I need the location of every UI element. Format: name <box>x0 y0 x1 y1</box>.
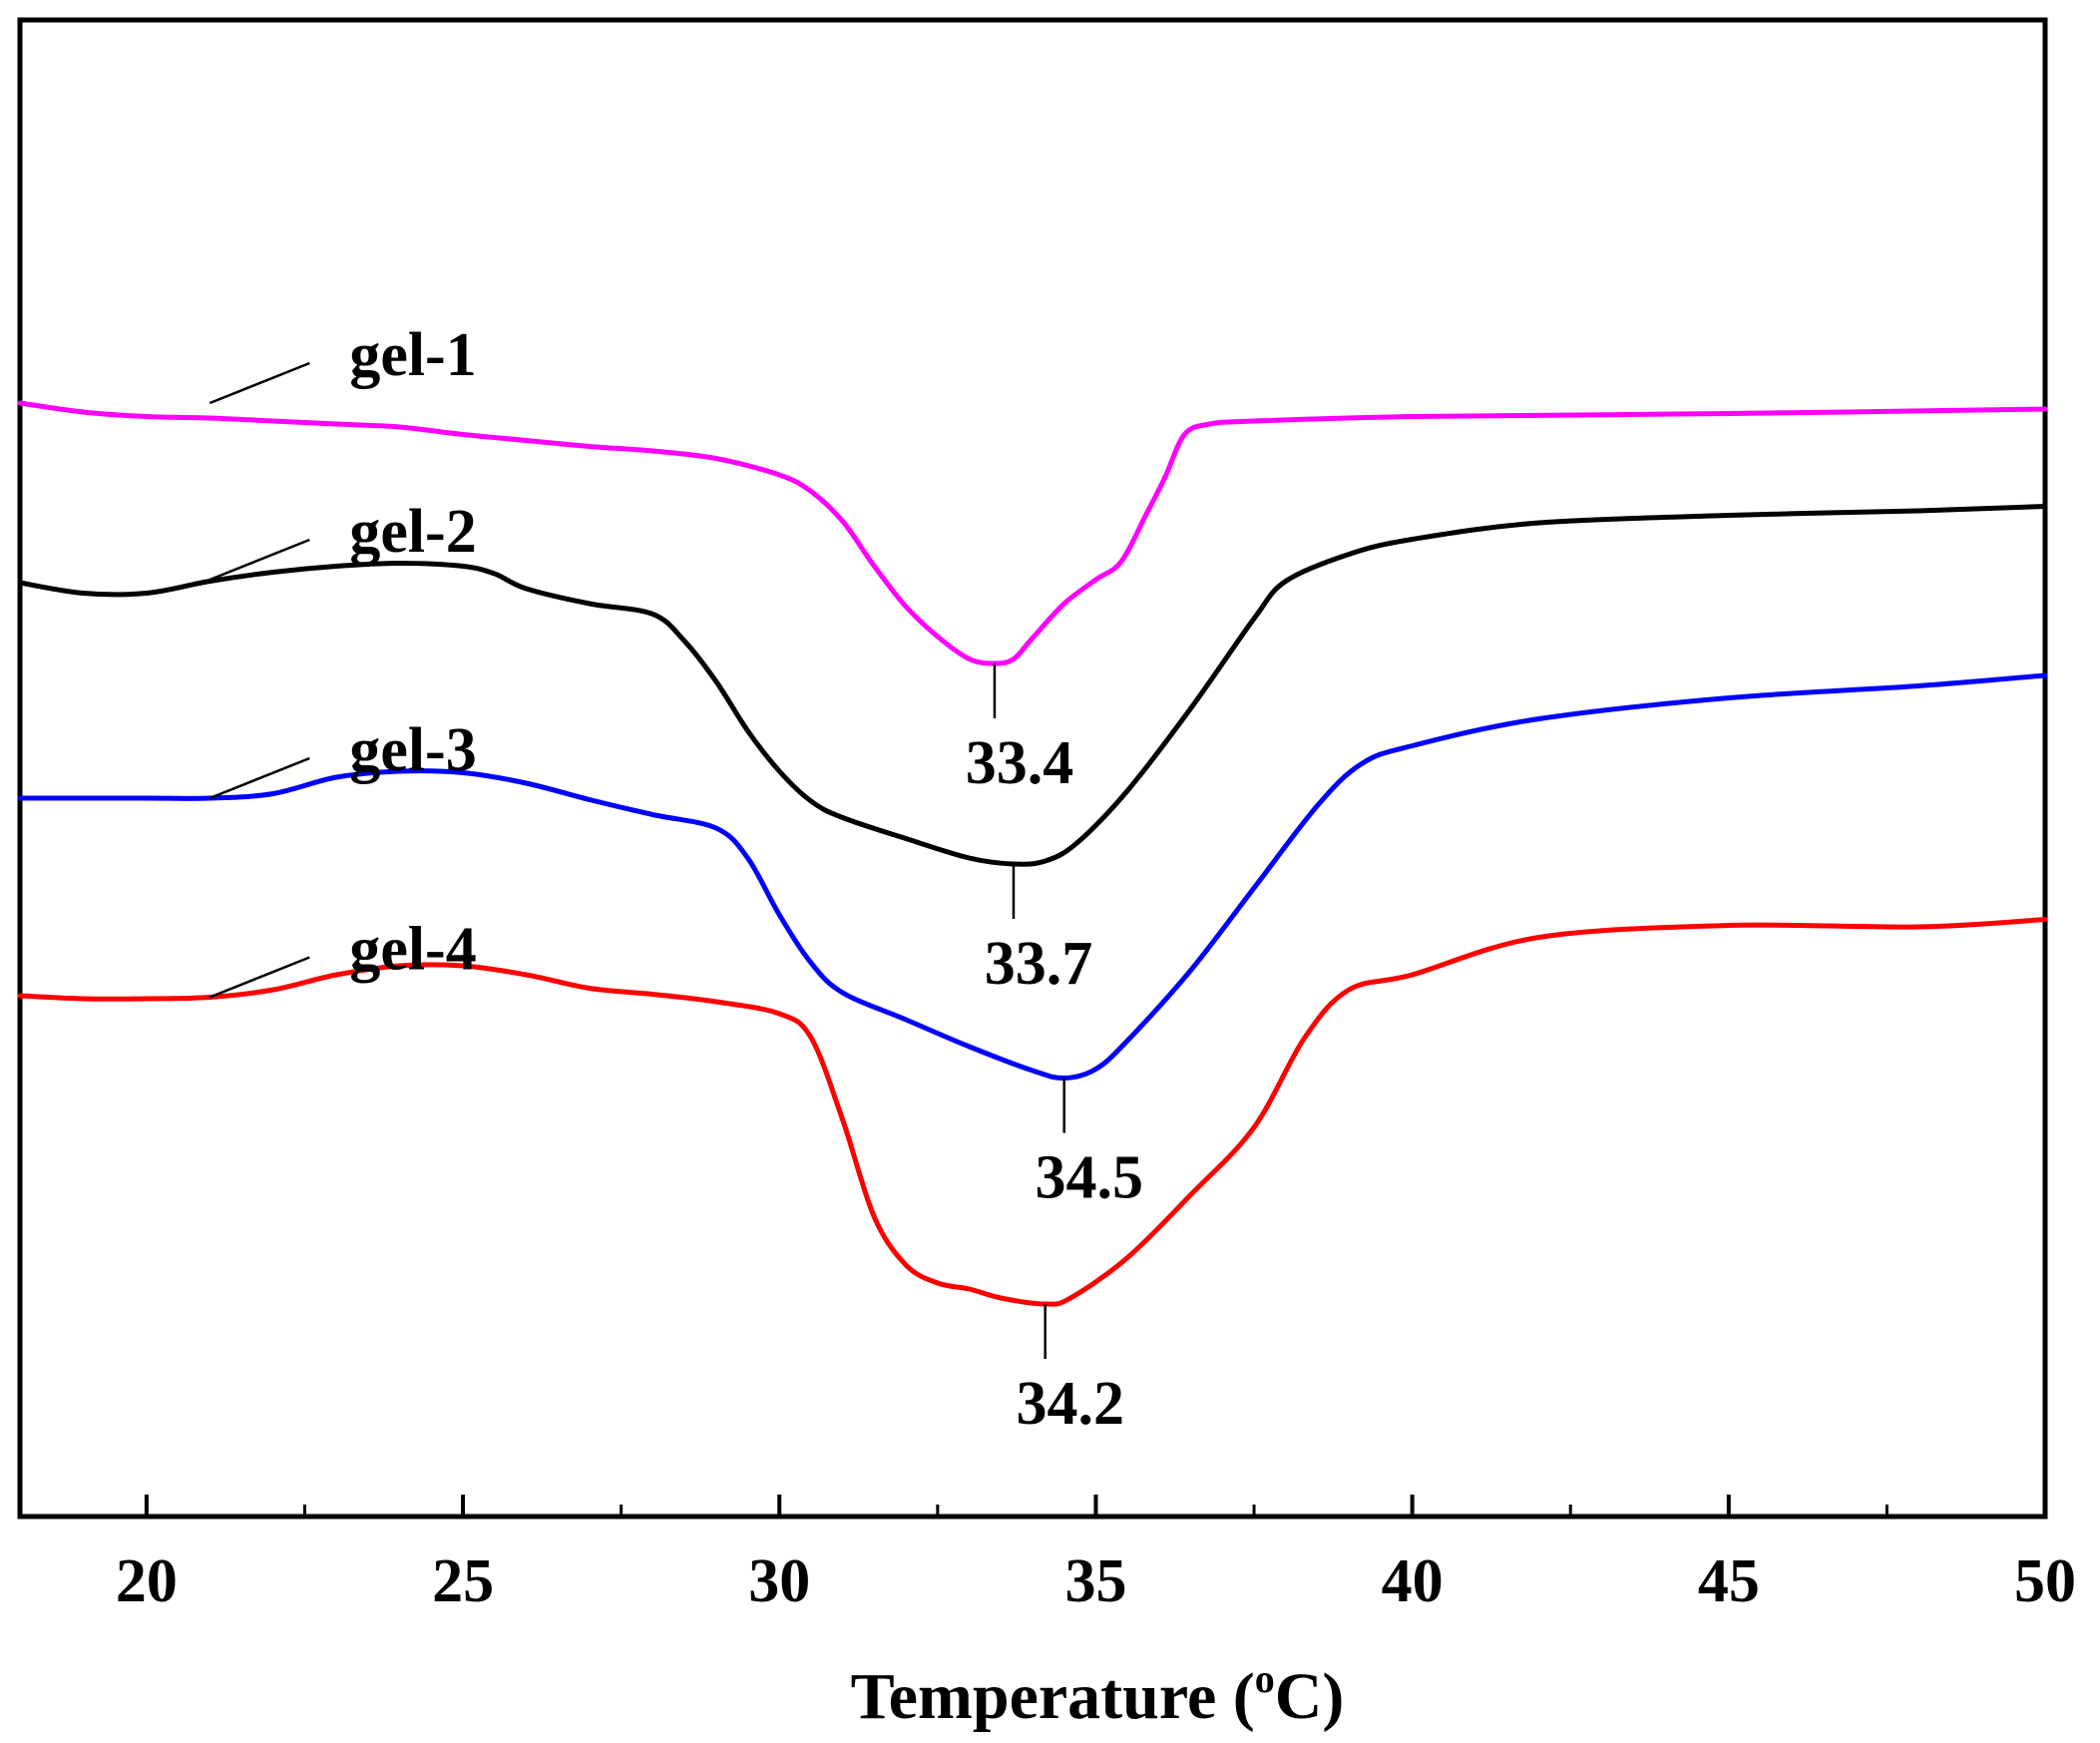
x-tick-label: 50 <box>2014 1547 2076 1615</box>
x-tick-label: 35 <box>1064 1547 1126 1615</box>
gel-2-peak-label: 33.7 <box>985 930 1093 998</box>
gel-3-curve <box>17 672 2048 1082</box>
gel-1-label: gel-1 <box>349 321 476 389</box>
gel-3-leader-line <box>209 756 310 800</box>
gel-2-label: gel-2 <box>349 498 476 566</box>
gel-1-curve <box>17 400 2048 666</box>
gel-3-peak-label: 34.5 <box>1035 1144 1143 1212</box>
x-tick-label: 30 <box>748 1547 810 1615</box>
gel-4-curve <box>17 917 2048 1307</box>
gel-4-label: gel-4 <box>349 916 476 984</box>
gel-2-leader-line <box>209 538 310 582</box>
gel-4-leader-line <box>209 956 310 999</box>
x-axis-ticks: 20 25 30 35 40 45 50 <box>116 1495 2076 1615</box>
gel-1-leader-line <box>209 361 310 405</box>
series-curves <box>17 400 2048 1307</box>
x-tick-label: 20 <box>116 1547 178 1615</box>
gel-1-peak-label: 33.4 <box>966 729 1074 797</box>
annotations: gel-1 33.4 gel-2 33.7 gel-3 34.5 gel-4 34.2 <box>209 321 1143 1438</box>
gel-4-peak-label: 34.2 <box>1016 1370 1124 1438</box>
gel-3-label: gel-3 <box>349 716 476 784</box>
x-tick-label: 40 <box>1382 1547 1444 1615</box>
plot-frame <box>17 17 2048 1520</box>
x-tick-label: 45 <box>1698 1547 1760 1615</box>
gel-2-curve <box>17 504 2048 867</box>
x-tick-label: 25 <box>432 1547 494 1615</box>
x-axis-title: Temperature (oC) <box>851 1656 1345 1733</box>
